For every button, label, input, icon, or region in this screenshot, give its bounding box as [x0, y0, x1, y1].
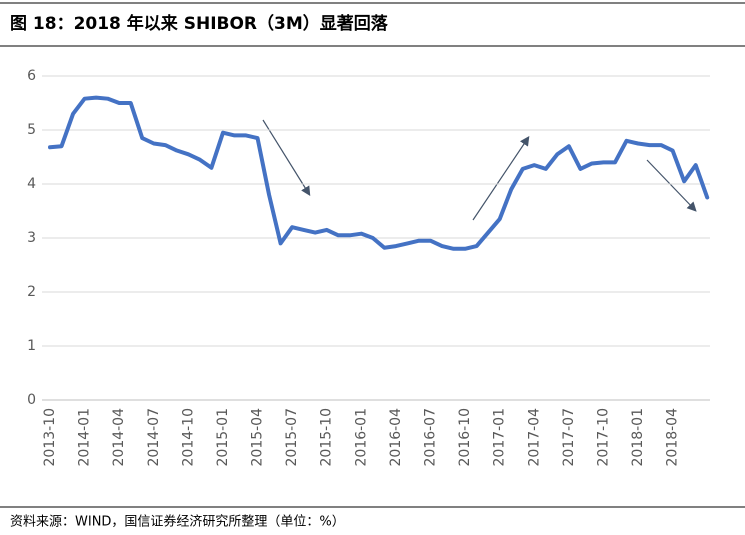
x-tick-label: 2014-07	[146, 408, 162, 467]
x-tick-label: 2017-01	[492, 408, 508, 467]
x-tick-label: 2018-04	[665, 408, 681, 467]
x-tick-label: 2018-01	[630, 408, 646, 467]
x-tick-label: 2015-04	[250, 408, 266, 467]
x-tick-label: 2015-10	[319, 408, 335, 467]
x-tick-label: 2014-04	[111, 408, 127, 467]
y-tick-label: 4	[27, 176, 36, 192]
x-tick-label: 2017-10	[595, 408, 611, 467]
source-note: 资料来源：WIND，国信证券经济研究所整理（单位：%）	[10, 514, 345, 530]
data-line	[48, 95, 710, 251]
x-tick-label: 2016-10	[457, 408, 473, 467]
y-tick-label: 6	[27, 68, 36, 84]
x-tick-label: 2017-04	[526, 408, 542, 467]
trend-arrow	[472, 136, 530, 221]
x-tick-label: 2014-01	[77, 408, 93, 467]
x-tick-label: 2015-01	[215, 408, 231, 467]
y-tick-label: 0	[27, 392, 36, 408]
y-tick-label: 3	[27, 230, 36, 246]
x-tick-label: 2013-10	[42, 408, 58, 467]
trend-arrow	[646, 159, 697, 212]
y-tick-label: 1	[27, 338, 36, 354]
x-tick-label: 2017-07	[561, 408, 577, 467]
x-tick-label: 2016-01	[353, 408, 369, 467]
y-tick-label: 5	[27, 122, 36, 138]
x-tick-label: 2016-04	[388, 408, 404, 467]
y-tick-label: 2	[27, 284, 36, 300]
trend-arrows	[262, 119, 697, 221]
x-tick-label: 2016-07	[422, 408, 438, 467]
trend-arrow	[262, 119, 311, 197]
x-tick-label: 2014-10	[180, 408, 196, 467]
x-tick-label: 2015-07	[284, 408, 300, 467]
chart-title: 图 18：2018 年以来 SHIBOR（3M）显著回落	[10, 13, 389, 34]
